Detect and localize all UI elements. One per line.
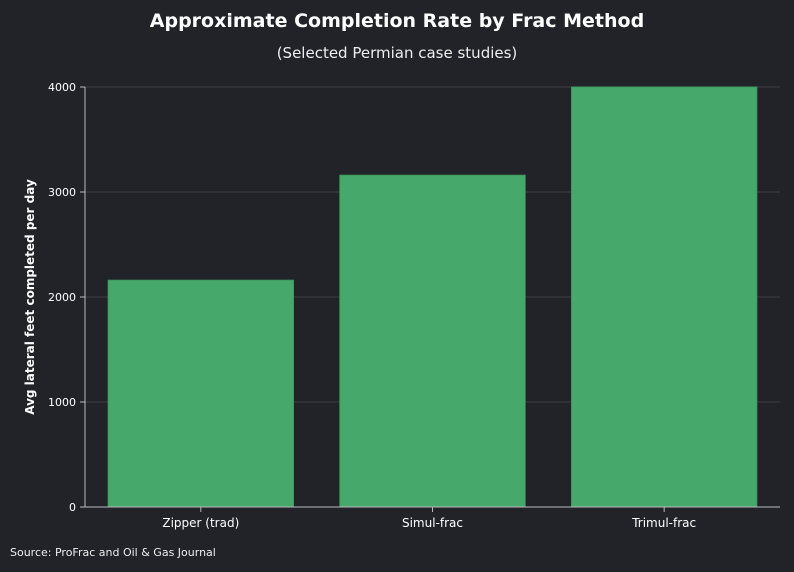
y-tick-label: 4000 <box>48 81 76 94</box>
bar-simul-frac <box>339 174 526 508</box>
y-tick-label: 0 <box>69 501 76 514</box>
x-tick-label: Zipper (trad) <box>162 516 239 530</box>
y-axis-label: Avg lateral feet completed per day <box>23 179 37 415</box>
y-tick-label: 1000 <box>48 396 76 409</box>
chart-subtitle: (Selected Permian case studies) <box>276 44 518 62</box>
bar-trimul-frac <box>571 86 758 508</box>
bar-zipper-trad- <box>107 279 294 508</box>
chart-title: Approximate Completion Rate by Frac Meth… <box>149 10 645 32</box>
y-tick-label: 2000 <box>48 291 76 304</box>
source-note: Source: ProFrac and Oil & Gas Journal <box>10 546 216 559</box>
y-tick-label: 3000 <box>48 186 76 199</box>
x-tick-label: Trimul-frac <box>631 516 696 530</box>
x-tick-label: Simul-frac <box>402 516 463 530</box>
